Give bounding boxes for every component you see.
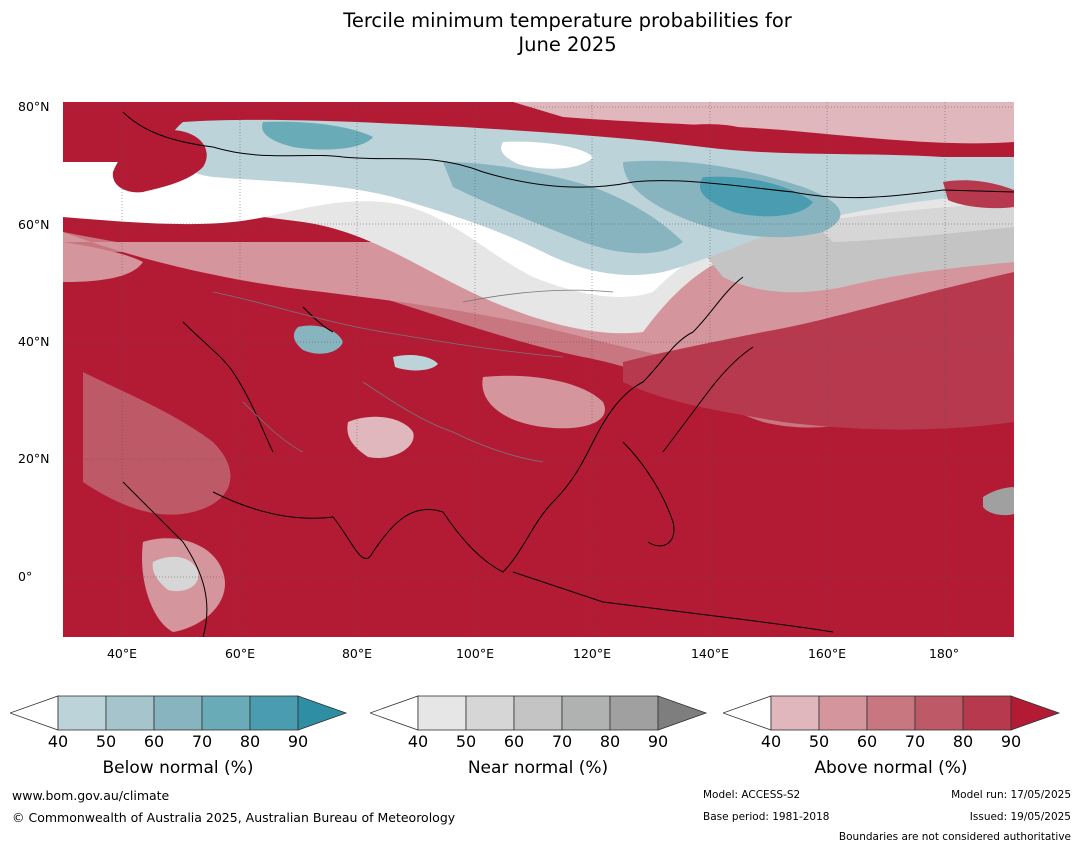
model-run-text: Model run: 17/05/2025	[951, 789, 1071, 801]
lon-label-180: 180°	[928, 646, 960, 661]
lon-label-140e: 140°E	[690, 646, 729, 661]
above-normal-china-40	[482, 375, 605, 429]
below-normal-tibet	[393, 354, 438, 371]
colorbar-near-segment	[465, 695, 515, 731]
tick: 60	[856, 732, 878, 751]
colorbar-near-segment	[609, 695, 659, 731]
lat-label-40n: 40°N	[18, 334, 50, 349]
lat-label-20n: 20°N	[18, 451, 50, 466]
tick: 70	[551, 732, 573, 751]
model-text: Model: ACCESS-S2	[703, 789, 801, 801]
above-normal-north-coast	[513, 102, 1014, 144]
above-normal-far-east	[943, 180, 1014, 209]
tick: 90	[647, 732, 669, 751]
map-canvas	[63, 102, 1014, 637]
above-normal-eastasia-80	[623, 272, 1014, 430]
colorbar-above-segment	[914, 695, 964, 731]
chart-title: Tercile minimum temperature probabilitie…	[0, 9, 1081, 57]
lat-label-equator: 0°	[18, 569, 33, 584]
tick: 70	[191, 732, 213, 751]
near-normal-africa	[152, 556, 199, 592]
colorbar-below-caption: Below normal (%)	[102, 758, 254, 778]
colorbar-above-caption: Above normal (%)	[814, 758, 968, 778]
colorbar-above-segment	[818, 695, 868, 731]
colorbar-near-segment	[417, 695, 467, 731]
colorbar-near-caption: Near normal (%)	[467, 758, 609, 778]
lon-label-120e: 120°E	[572, 646, 611, 661]
lon-label-60e: 60°E	[224, 646, 256, 661]
below-normal-west-siberia	[262, 121, 373, 150]
title-line-1: Tercile minimum temperature probabilitie…	[343, 9, 792, 32]
probability-map	[63, 102, 1014, 637]
tick: 60	[503, 732, 525, 751]
colorbar-near-segment	[513, 695, 563, 731]
above-normal-india-patch	[347, 416, 414, 458]
lat-label-80n: 80°N	[18, 99, 50, 114]
issued-text: Issued: 19/05/2025	[969, 811, 1071, 823]
copyright-text: © Commonwealth of Australia 2025, Austra…	[12, 810, 456, 825]
near-normal-pacific-spot	[983, 487, 1014, 516]
colorbar-below-segment	[249, 695, 299, 731]
above-normal-arctic-spot	[678, 124, 748, 136]
base-period-text: Base period: 1981-2018	[703, 811, 830, 823]
tick: 40	[760, 732, 782, 751]
tick: 50	[95, 732, 117, 751]
tick: 90	[287, 732, 309, 751]
lon-label-40e: 40°E	[106, 646, 138, 661]
lat-label-60n: 60°N	[18, 217, 50, 232]
near-normal-grey-east-light	[813, 202, 1014, 242]
tick: 70	[904, 732, 926, 751]
above-normal-scandinavia	[112, 130, 207, 193]
tick: 40	[47, 732, 69, 751]
tick: 60	[143, 732, 165, 751]
colorbar-below-segment	[201, 695, 251, 731]
below-normal-siberia-80	[699, 176, 813, 217]
colorbar-above-extend	[1010, 695, 1061, 731]
disclaimer-text: Boundaries are not considered authoritat…	[838, 831, 1071, 843]
lon-label-160e: 160°E	[807, 646, 846, 661]
colorbar-below-segment	[57, 695, 107, 731]
colorbar-near-extend	[657, 695, 708, 731]
colorbar-above-segment	[962, 695, 1012, 731]
tick: 40	[407, 732, 429, 751]
colorbar-below-extend	[297, 695, 348, 731]
colorbar-below-segment	[105, 695, 155, 731]
lon-label-100e: 100°E	[455, 646, 494, 661]
colorbar-above-normal	[721, 695, 1063, 735]
lon-label-80e: 80°E	[341, 646, 373, 661]
tick: 90	[1000, 732, 1022, 751]
colorbar-near-segment	[561, 695, 611, 731]
tick: 50	[455, 732, 477, 751]
tick: 50	[808, 732, 830, 751]
title-line-2: June 2025	[518, 33, 617, 56]
colorbar-below-normal	[8, 695, 350, 735]
tick: 80	[599, 732, 621, 751]
below-normal-central-asia	[293, 325, 343, 354]
colorbar-above-segment	[770, 695, 820, 731]
country-borders	[212, 289, 614, 463]
above-normal-arabia	[83, 372, 231, 515]
above-normal-west-europe	[63, 242, 143, 282]
colorbar-above-segment	[866, 695, 916, 731]
below-normal-siberia-60	[443, 162, 683, 254]
tick: 80	[239, 732, 261, 751]
tick: 80	[952, 732, 974, 751]
coastlines	[122, 111, 1014, 637]
below-normal-white-patch	[501, 141, 593, 169]
graticule	[63, 102, 1014, 637]
colorbar-near-normal	[368, 695, 710, 735]
colorbar-below-segment	[153, 695, 203, 731]
website-link[interactable]: www.bom.gov.au/climate	[12, 788, 170, 803]
